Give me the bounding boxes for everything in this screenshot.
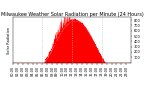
Y-axis label: Solar Radiation: Solar Radiation [7, 26, 11, 54]
Title: Milwaukee Weather Solar Radiation per Minute (24 Hours): Milwaukee Weather Solar Radiation per Mi… [1, 12, 143, 17]
